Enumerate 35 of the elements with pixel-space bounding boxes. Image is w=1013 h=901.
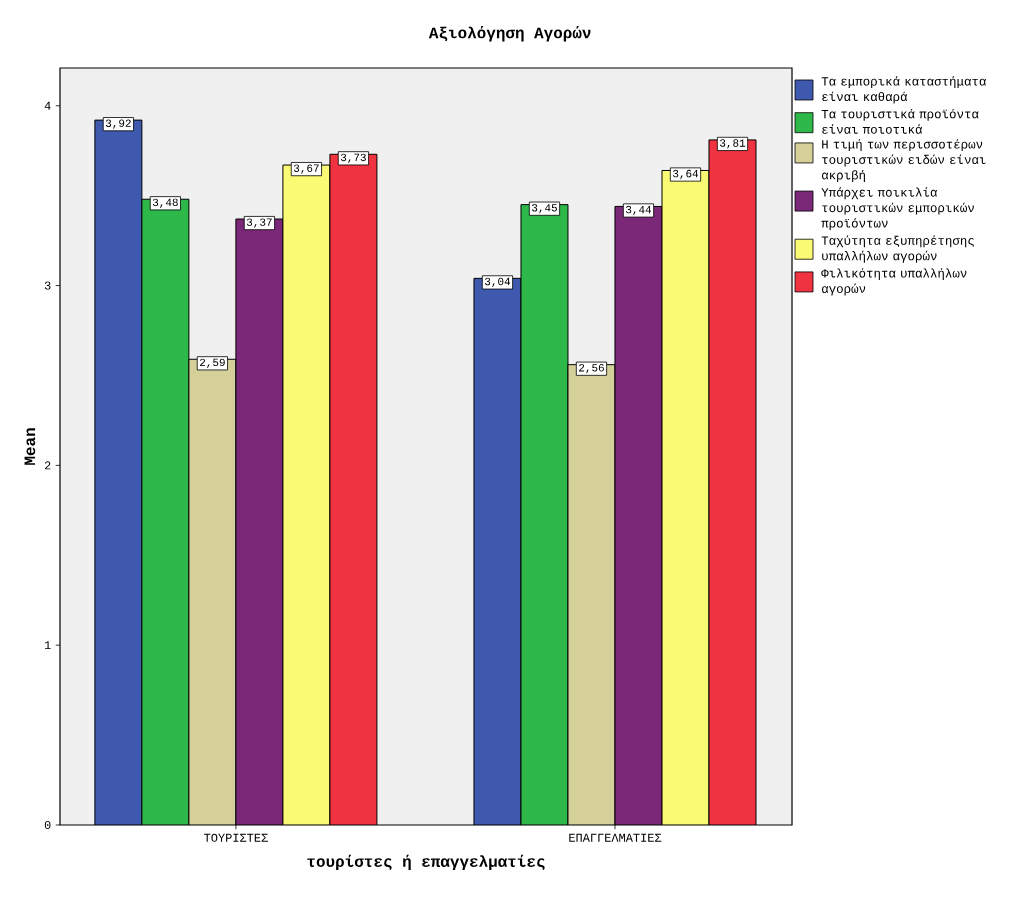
legend-label: Υπάρχει ποικιλία τουριστικών εμπορικών προϊόντων (821, 187, 974, 231)
bar (661, 169, 710, 825)
data-label: 3,44 (626, 205, 652, 216)
legend-label: Τα τουριστικά προϊόντα είναι ποιοτικά (821, 108, 979, 134)
bar (473, 277, 522, 825)
bar (188, 358, 237, 825)
y-tick-label: 4 (44, 101, 51, 110)
data-label: 3,37 (246, 218, 272, 228)
data-label: 2,56 (579, 364, 604, 374)
data-label: 3,81 (720, 139, 746, 149)
y-tick-label: 2 (44, 461, 51, 470)
chart-title: Αξιολόγηση Αγορών (428, 26, 591, 42)
data-label: 3,04 (485, 277, 511, 288)
bar (614, 205, 663, 825)
data-label: 3,67 (293, 164, 319, 174)
y-tick-label: 3 (44, 281, 51, 290)
x-tick-label: ΕΠΑΓΓΕΛΜΑΤΙΕΣ (569, 833, 662, 842)
y-axis-title: Mean (24, 428, 36, 465)
legend-label: Ταχύτητα εξυπηρέτησης υπαλλήλων αγορών (821, 235, 974, 263)
bar (329, 153, 378, 825)
bar (141, 198, 190, 825)
data-label: 3,73 (340, 153, 366, 163)
y-tick-label: 1 (44, 641, 51, 650)
x-tick-label: ΤΟΥΡΙΣΤΕΣ (204, 833, 268, 842)
legend-label: Φιλικότητα υπαλλήλων αγορών (821, 268, 967, 296)
x-axis-title: τουρίστες ή επαγγελματίες (307, 854, 545, 871)
y-tick-label: 0 (44, 820, 51, 830)
data-label: 2,59 (200, 358, 225, 368)
bar (94, 119, 143, 825)
legend-label: Τα εμπορικά καταστήματα είναι καθαρά (821, 76, 987, 104)
data-label: 3,64 (673, 169, 699, 180)
legend-label: Η τιμή των περισσοτέρων τουριστικών ειδών είναι ακριβή (821, 139, 986, 182)
data-label: 3,48 (152, 198, 178, 208)
data-label: 3,45 (532, 204, 557, 214)
data-label: 3,92 (105, 119, 131, 129)
